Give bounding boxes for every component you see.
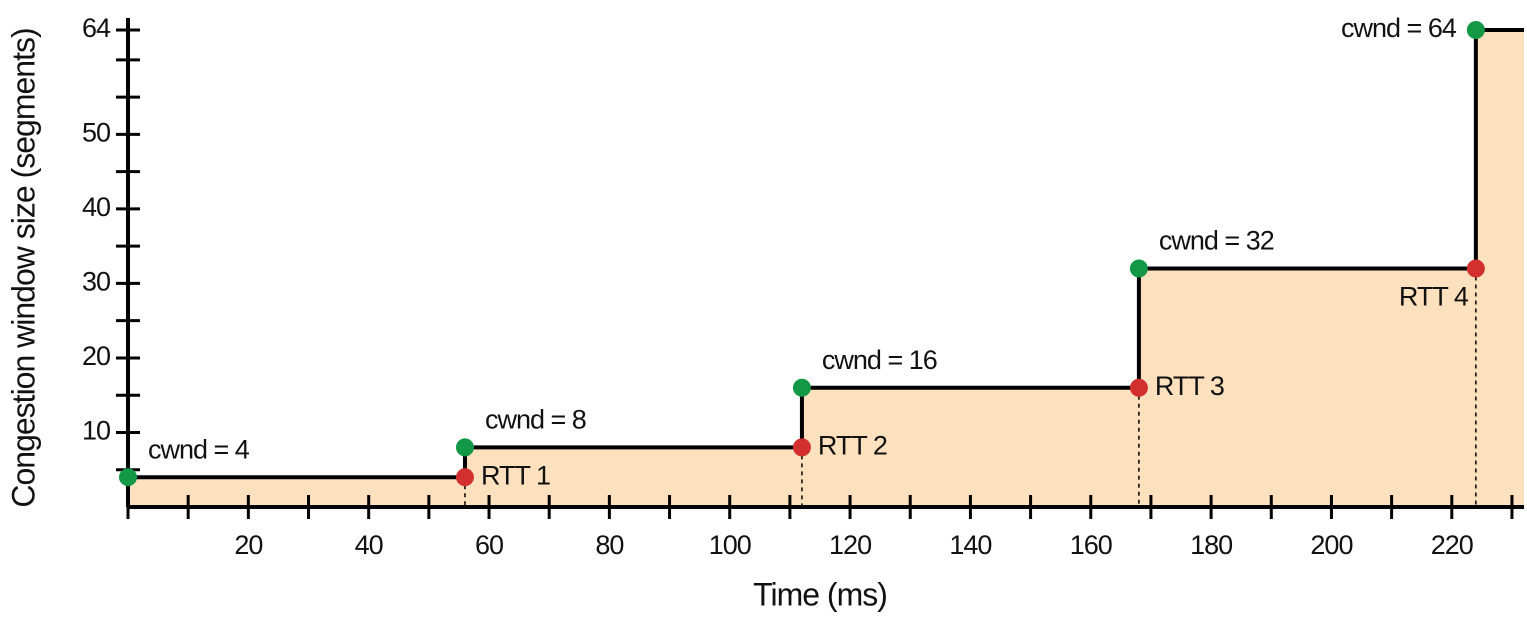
cwnd-point: [1466, 21, 1485, 39]
y-axis-label: Congestion window size (segments): [5, 28, 41, 507]
x-tick-label: 200: [1310, 530, 1352, 560]
rtt-point: [1466, 259, 1485, 278]
cwnd-label: cwnd = 8: [485, 405, 586, 435]
x-tick-label: 160: [1070, 530, 1112, 560]
cwnd-point: [1129, 259, 1148, 278]
x-tick-label: 220: [1431, 530, 1473, 560]
area: [128, 30, 1524, 507]
rtt-label: RTT 2: [818, 431, 887, 461]
cwnd-point: [455, 438, 474, 457]
y-tick-label: 64: [82, 13, 111, 43]
x-tick-label: 120: [829, 530, 871, 560]
x-tick-label: 20: [234, 530, 262, 560]
cwnd-label: cwnd = 16: [822, 345, 937, 375]
cwnd-label: cwnd = 4: [148, 434, 250, 464]
x-tick-label: 100: [709, 530, 751, 560]
x-tick-label: 180: [1190, 530, 1232, 560]
cwnd-point: [792, 378, 811, 397]
y-tick-label: 20: [82, 341, 110, 371]
rtt-point: [1129, 378, 1148, 397]
x-tick-label: 60: [475, 530, 503, 560]
y-tick-label: 10: [82, 416, 110, 446]
y-tick-label: 50: [82, 117, 110, 147]
rtt-point: [792, 438, 811, 457]
step-line: [128, 28, 1524, 480]
rtt-point: [455, 468, 474, 487]
x-tick-label: 40: [355, 530, 383, 560]
cwnd-label: cwnd = 64: [1341, 13, 1457, 43]
cwnd-point: [119, 468, 137, 487]
rtt-label: RTT 3: [1155, 371, 1224, 401]
rtt-label: RTT 1: [481, 460, 550, 490]
x-tick-label: 80: [595, 530, 623, 560]
y-tick-label: 40: [82, 192, 110, 222]
y-tick-label: 30: [82, 267, 110, 297]
rtt-label: RTT 4: [1399, 282, 1469, 312]
x-tick-label: 140: [949, 530, 991, 560]
x-axis-label: Time (ms): [753, 576, 887, 612]
cwnd-label: cwnd = 32: [1159, 226, 1274, 256]
